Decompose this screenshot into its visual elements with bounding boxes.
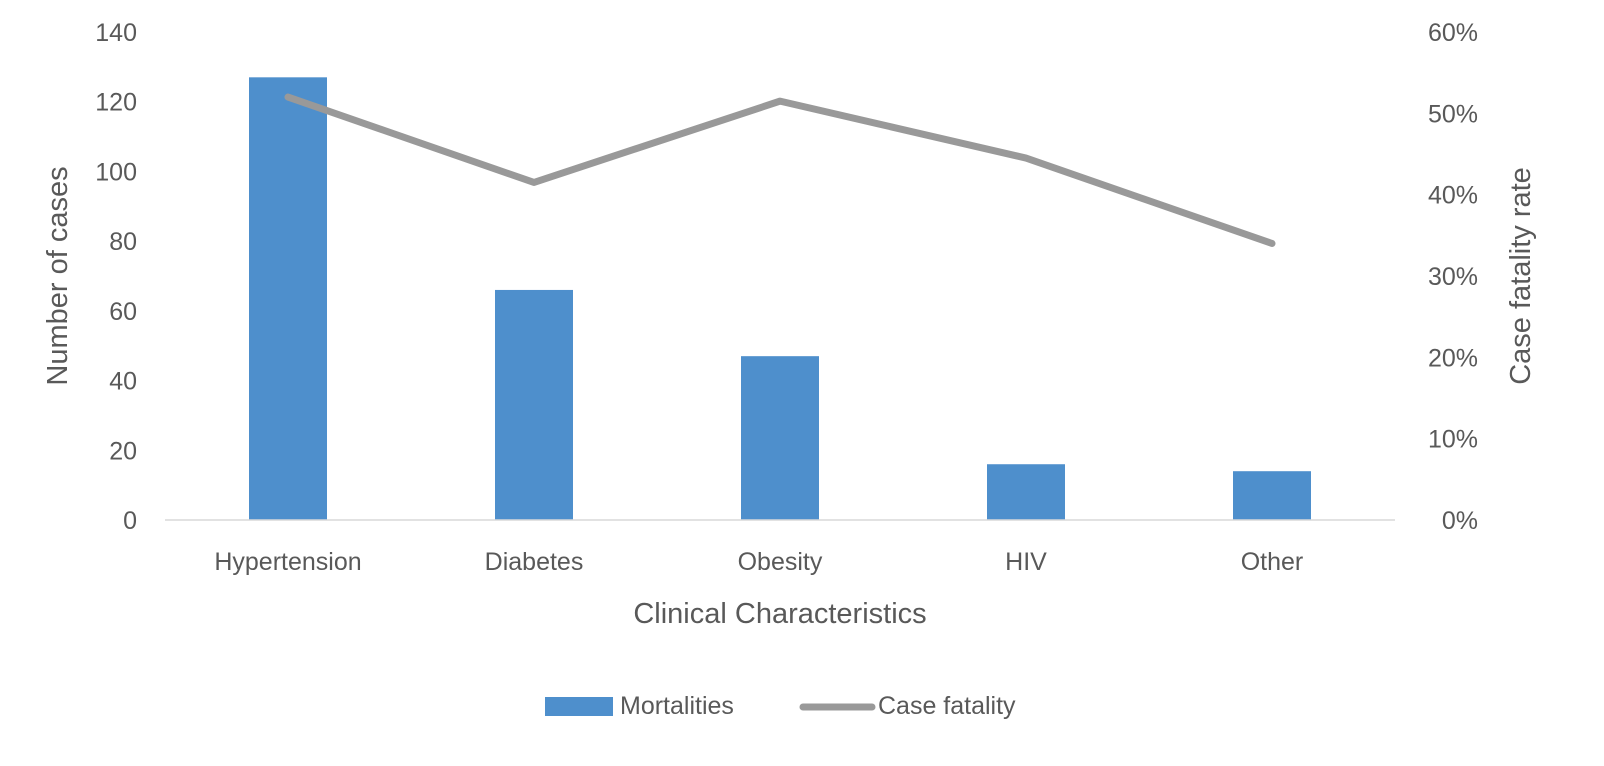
y2-tick-label: 60%	[1428, 19, 1478, 47]
y-tick-label: 140	[95, 19, 137, 47]
y2-tick-label: 0%	[1442, 507, 1478, 535]
y-tick-label: 0	[123, 507, 137, 535]
y2-tick-label: 20%	[1428, 344, 1478, 372]
y-tick-label: 60	[109, 298, 137, 326]
x-tick-label: Other	[1241, 548, 1304, 576]
y-tick-label: 100	[95, 158, 137, 186]
x-tick-label: Hypertension	[214, 548, 361, 576]
x-tick-label: Diabetes	[485, 548, 584, 576]
bar-hypertension	[249, 77, 327, 521]
y-tick-label: 20	[109, 437, 137, 465]
y-axis-title: Number of cases	[42, 166, 74, 385]
y-tick-label: 40	[109, 368, 137, 396]
y2-tick-label: 50%	[1428, 100, 1478, 128]
legend: Mortalities Case fatality	[545, 692, 1016, 720]
legend-label-mortalities: Mortalities	[620, 692, 734, 720]
legend-label-case-fatality: Case fatality	[878, 692, 1016, 720]
bar-other	[1233, 471, 1311, 520]
y2-axis-title: Case fatality rate	[1505, 167, 1537, 385]
y-tick-label: 120	[95, 89, 137, 117]
case-fatality-line	[284, 93, 1276, 247]
y2-tick-label: 10%	[1428, 426, 1478, 454]
bar-hiv	[987, 464, 1065, 520]
y2-tick-label: 40%	[1428, 182, 1478, 210]
x-tick-label: HIV	[1005, 548, 1047, 576]
x-tick-label: Obesity	[738, 548, 823, 576]
y-tick-label: 80	[109, 228, 137, 256]
bar-obesity	[741, 356, 819, 520]
bar-diabetes	[495, 289, 573, 520]
y2-tick-label: 30%	[1428, 263, 1478, 291]
x-axis-title: Clinical Characteristics	[633, 598, 926, 630]
legend-swatch-mortalities	[545, 697, 613, 716]
